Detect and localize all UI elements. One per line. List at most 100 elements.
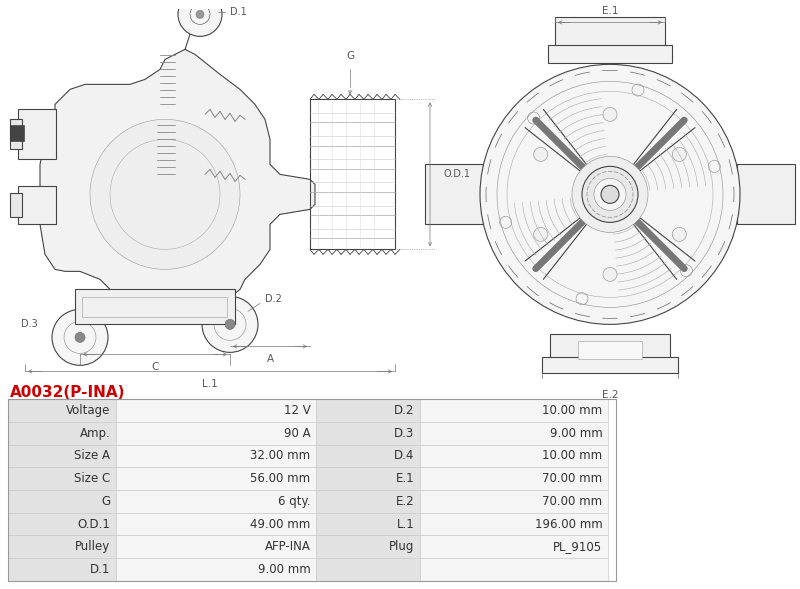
Text: D.2: D.2 [394,404,414,417]
Text: 90 A: 90 A [284,427,310,440]
Circle shape [178,0,222,37]
Bar [10,125,24,141]
Bar [420,490,608,512]
Text: Plug: Plug [389,540,414,553]
Bar [116,445,316,467]
Text: D.3: D.3 [394,427,414,440]
Text: G: G [102,495,110,508]
Bar [550,335,670,365]
Bar [18,110,56,160]
Bar [420,445,608,467]
Bar [420,467,608,490]
Text: E.1: E.1 [396,472,414,485]
Text: D.3: D.3 [22,319,38,329]
Bar [116,512,316,535]
Bar [548,45,672,64]
Text: Voltage: Voltage [66,404,110,417]
Bar [116,558,316,581]
Text: 10.00 mm: 10.00 mm [542,449,602,462]
Bar [420,558,608,581]
Bar [8,399,116,422]
Bar [8,558,116,581]
Text: 9.00 mm: 9.00 mm [258,563,310,576]
Bar [75,289,235,325]
Text: L.1: L.1 [202,379,218,389]
Circle shape [572,156,648,233]
Bar [18,186,56,224]
Circle shape [534,147,548,161]
Text: 10.00 mm: 10.00 mm [542,404,602,417]
Text: D.1: D.1 [90,563,110,576]
Bar [116,490,316,512]
Text: L.1: L.1 [397,518,414,531]
Bar [316,512,420,535]
Circle shape [672,147,686,161]
Text: D.1: D.1 [230,8,246,17]
Text: A: A [266,355,274,365]
Bar [420,422,608,445]
Text: Amp.: Amp. [80,427,110,440]
Bar [316,490,420,512]
Text: E.2: E.2 [602,391,618,401]
Bar [425,164,483,224]
Text: 70.00 mm: 70.00 mm [542,495,602,508]
Bar [10,120,22,150]
Bar [420,399,608,422]
Text: 70.00 mm: 70.00 mm [542,472,602,485]
Bar [8,422,116,445]
Bar [8,467,116,490]
Text: O.D.1: O.D.1 [443,170,470,180]
Circle shape [90,120,240,269]
Text: D.2: D.2 [265,294,282,305]
Text: E.1: E.1 [602,6,618,16]
Bar [316,558,420,581]
Bar [555,17,665,49]
Bar [316,467,420,490]
Bar [8,490,116,512]
Bar [8,535,116,558]
Bar [316,445,420,467]
Text: G: G [346,51,354,61]
Text: PL_9105: PL_9105 [554,540,602,553]
Bar [316,535,420,558]
Text: 12 V: 12 V [284,404,310,417]
Circle shape [534,227,548,241]
Text: 32.00 mm: 32.00 mm [250,449,310,462]
Polygon shape [40,49,315,307]
Text: 56.00 mm: 56.00 mm [250,472,310,485]
Circle shape [594,178,626,210]
Bar [8,512,116,535]
Bar [8,445,116,467]
Text: 9.00 mm: 9.00 mm [550,427,602,440]
Bar [116,399,316,422]
Bar [420,512,608,535]
Circle shape [582,166,638,223]
Circle shape [52,309,108,365]
Bar [578,342,642,359]
Text: 49.00 mm: 49.00 mm [250,518,310,531]
Text: Size C: Size C [74,472,110,485]
Text: E.2: E.2 [396,495,414,508]
Bar [116,422,316,445]
Text: AFP-INA: AFP-INA [265,540,310,553]
Text: Size A: Size A [74,449,110,462]
Circle shape [603,267,617,282]
Text: O.D.1: O.D.1 [78,518,110,531]
Bar [542,358,678,373]
Circle shape [196,11,204,18]
Bar [420,535,608,558]
Text: Pulley: Pulley [75,540,110,553]
Bar [8,399,616,581]
Circle shape [202,296,258,352]
Text: 196.00 mm: 196.00 mm [534,518,602,531]
Circle shape [672,227,686,241]
Circle shape [480,64,740,325]
Bar [316,422,420,445]
Text: 6 qty.: 6 qty. [278,495,310,508]
Circle shape [225,319,235,329]
Text: A0032(P-INA): A0032(P-INA) [10,385,125,401]
Bar [10,193,22,217]
Circle shape [603,107,617,121]
Bar [116,467,316,490]
Bar [316,399,420,422]
